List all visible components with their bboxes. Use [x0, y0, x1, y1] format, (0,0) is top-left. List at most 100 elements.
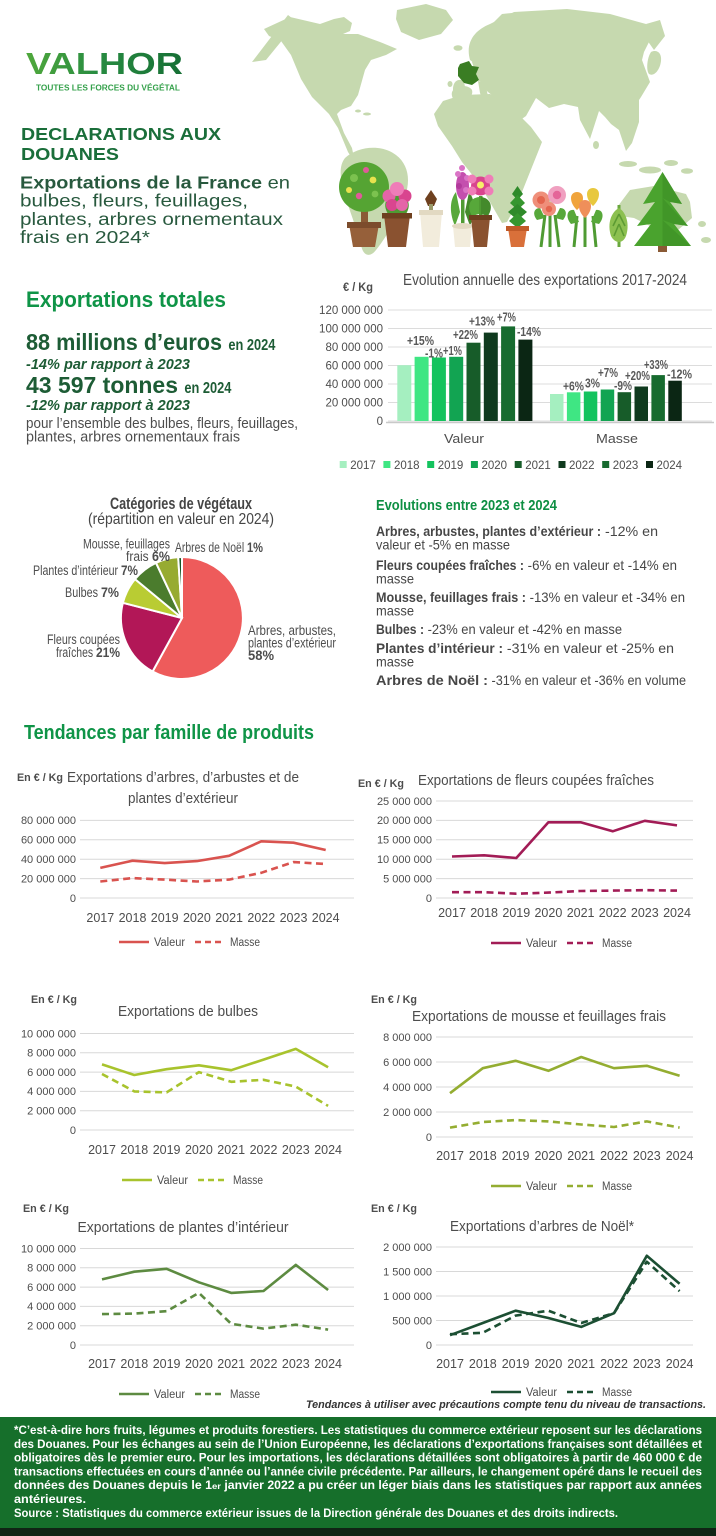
svg-text:+22%: +22% [453, 328, 478, 342]
svg-text:1 000 000: 1 000 000 [383, 1291, 432, 1303]
svg-text:2023: 2023 [633, 1149, 661, 1163]
svg-text:2017: 2017 [436, 1149, 464, 1163]
svg-text:Masse: Masse [596, 431, 638, 446]
svg-text:2018: 2018 [469, 1357, 497, 1371]
svg-text:Masse: Masse [602, 938, 632, 950]
svg-text:Bulbes : -23% en valeur et -42: Bulbes : -23% en valeur et -42% en masse [376, 621, 622, 637]
svg-text:0: 0 [426, 1132, 432, 1144]
svg-text:Arbres de Noël 1%: Arbres de Noël 1% [175, 540, 263, 555]
svg-text:0: 0 [70, 1125, 76, 1137]
svg-text:25 000 000: 25 000 000 [377, 796, 432, 808]
svg-text:2020: 2020 [534, 906, 562, 920]
svg-text:2020: 2020 [481, 460, 507, 472]
svg-text:10 000 000: 10 000 000 [21, 1243, 76, 1255]
svg-text:Exportations de la France en: Exportations de la France en [20, 173, 290, 193]
svg-text:Valeur: Valeur [444, 431, 485, 446]
svg-text:2021: 2021 [567, 1357, 595, 1371]
svg-text:Arbres, arbustes,: Arbres, arbustes, [248, 623, 336, 638]
svg-text:DOUANES: DOUANES [21, 144, 119, 164]
svg-text:2020: 2020 [185, 1357, 213, 1371]
svg-text:Plantes d’intérieur 7%: Plantes d’intérieur 7% [33, 563, 138, 578]
svg-text:0: 0 [70, 893, 76, 905]
svg-text:Valeur: Valeur [157, 1175, 188, 1187]
svg-text:Plantes d’intérieur : -31% en: Plantes d’intérieur : -31% en valeur et … [376, 640, 674, 656]
svg-text:40 000 000: 40 000 000 [325, 379, 383, 391]
svg-text:2019: 2019 [438, 460, 464, 472]
svg-text:15 000 000: 15 000 000 [377, 835, 432, 847]
svg-text:80 000 000: 80 000 000 [325, 342, 383, 354]
svg-text:Valeur: Valeur [154, 937, 185, 949]
svg-text:2023: 2023 [631, 906, 659, 920]
svg-text:10 000 000: 10 000 000 [377, 854, 432, 866]
svg-text:2017: 2017 [88, 1143, 116, 1157]
svg-text:Arbres, arbustes, plantes d’ex: Arbres, arbustes, plantes d’extérieur : … [376, 523, 658, 539]
svg-text:+13%: +13% [469, 315, 495, 329]
svg-text:0: 0 [426, 1340, 432, 1352]
svg-text:-1%: -1% [425, 347, 443, 361]
svg-text:2017: 2017 [438, 906, 466, 920]
svg-text:8 000 000: 8 000 000 [27, 1048, 76, 1060]
svg-text:60 000 000: 60 000 000 [21, 835, 76, 847]
svg-text:+6%: +6% [563, 380, 584, 394]
svg-text:58%: 58% [248, 648, 274, 663]
svg-text:5 000 000: 5 000 000 [383, 873, 432, 885]
svg-text:plantes d’extérieur: plantes d’extérieur [128, 790, 238, 807]
svg-text:Fleurs coupées: Fleurs coupées [47, 632, 120, 647]
svg-text:Exportations de fleurs coupées: Exportations de fleurs coupées fraîches [418, 772, 654, 789]
svg-text:2023: 2023 [280, 911, 308, 925]
svg-text:Evolution annuelle des exporta: Evolution annuelle des exportations 2017… [403, 272, 687, 289]
svg-text:Fleurs coupées fraîches : -6%: Fleurs coupées fraîches : -6% en valeur … [376, 557, 677, 573]
svg-text:80 000 000: 80 000 000 [21, 815, 76, 827]
svg-text:Masse: Masse [230, 1389, 260, 1400]
svg-text:frais 6%: frais 6% [126, 549, 170, 564]
svg-text:2018: 2018 [120, 1357, 148, 1371]
svg-text:10 000 000: 10 000 000 [21, 1028, 76, 1040]
svg-text:Arbres de Noël : -31% en valeu: Arbres de Noël : -31% en valeur et -36% … [376, 672, 686, 688]
svg-text:des Douanes. Pour les échanges: des Douanes. Pour les échanges au sein d… [14, 1437, 702, 1451]
svg-text:2 000 000: 2 000 000 [27, 1321, 76, 1333]
svg-text:bulbes, fleurs, feuillages,: bulbes, fleurs, feuillages, [20, 191, 248, 211]
svg-text:En € / Kg: En € / Kg [371, 1203, 417, 1215]
svg-text:2022: 2022 [600, 1149, 628, 1163]
svg-text:2019: 2019 [153, 1143, 181, 1157]
svg-text:(répartition en valeur en 2024: (répartition en valeur en 2024) [88, 511, 274, 528]
svg-text:2020: 2020 [534, 1357, 562, 1371]
svg-text:-14% par rapport à 2023: -14% par rapport à 2023 [26, 356, 191, 373]
svg-text:plantes, arbres ornementaux: plantes, arbres ornementaux [20, 209, 283, 229]
svg-text:4 000 000: 4 000 000 [27, 1301, 76, 1313]
svg-text:2022: 2022 [247, 911, 275, 925]
svg-text:2019: 2019 [502, 906, 530, 920]
svg-text:fraîches 21%: fraîches 21% [56, 645, 120, 660]
svg-text:transactions effectuées en cou: transactions effectuées en cours d’année… [14, 1464, 702, 1478]
svg-text:2021: 2021 [567, 906, 595, 920]
svg-text:2023: 2023 [282, 1143, 310, 1157]
svg-text:plantes, arbres ornementaux fr: plantes, arbres ornementaux frais [26, 430, 240, 446]
svg-text:Tendances à utiliser avec préc: Tendances à utiliser avec précautions co… [306, 1399, 706, 1411]
svg-text:-12% par rapport à 2023: -12% par rapport à 2023 [26, 397, 191, 414]
svg-text:2019: 2019 [153, 1357, 181, 1371]
svg-text:Masse: Masse [230, 937, 260, 949]
svg-text:En € / Kg: En € / Kg [371, 994, 417, 1006]
svg-text:2018: 2018 [470, 906, 498, 920]
svg-text:Tendances par famille de produ: Tendances par famille de produits [24, 722, 314, 744]
svg-text:2024: 2024 [312, 911, 340, 925]
svg-text:+7%: +7% [598, 366, 618, 380]
svg-text:+7%: +7% [497, 311, 516, 325]
svg-text:40 000 000: 40 000 000 [21, 854, 76, 866]
svg-text:2020: 2020 [534, 1149, 562, 1163]
svg-text:2 000 000: 2 000 000 [383, 1242, 432, 1254]
svg-text:2019: 2019 [151, 911, 179, 925]
svg-text:2021: 2021 [217, 1143, 245, 1157]
svg-text:2022: 2022 [600, 1357, 628, 1371]
svg-text:En € / Kg: En € / Kg [31, 994, 77, 1006]
svg-text:Valeur: Valeur [526, 938, 557, 950]
svg-text:2018: 2018 [469, 1149, 497, 1163]
svg-text:Exportations de mousse et feui: Exportations de mousse et feuillages fra… [412, 1008, 666, 1025]
svg-text:frais en 2024*: frais en 2024* [20, 227, 150, 247]
svg-text:0: 0 [70, 1340, 76, 1352]
svg-text:2017: 2017 [436, 1357, 464, 1371]
svg-text:2017: 2017 [88, 1357, 116, 1371]
svg-text:2021: 2021 [217, 1357, 245, 1371]
svg-text:2018: 2018 [119, 911, 147, 925]
svg-text:2023: 2023 [633, 1357, 661, 1371]
